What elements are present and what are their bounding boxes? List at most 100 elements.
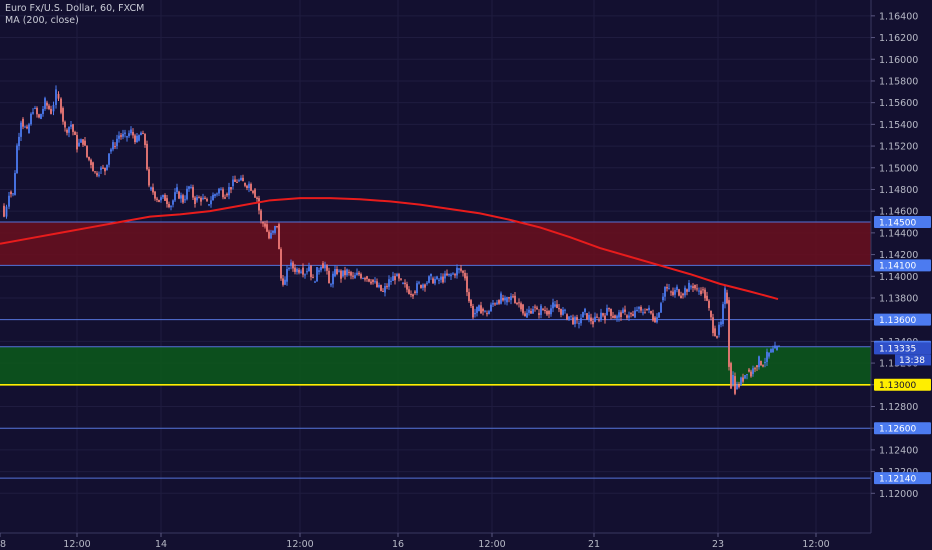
- candle-down: [280, 249, 282, 279]
- candle-up: [338, 270, 340, 272]
- symbol-title[interactable]: Euro Fx/U.S. Dollar, 60, FXCM: [5, 3, 145, 14]
- candle-up: [55, 89, 57, 105]
- candle-up: [770, 349, 772, 353]
- candle-down: [134, 135, 136, 143]
- candle-up: [698, 290, 700, 292]
- candle-up: [318, 270, 320, 272]
- candle-down: [466, 276, 468, 293]
- candle-up: [172, 200, 174, 205]
- candle-up: [184, 199, 186, 201]
- candle-up: [434, 279, 436, 284]
- candle-down: [258, 198, 260, 211]
- candle-up: [24, 126, 26, 128]
- level-price-badge-label: 1.14500: [879, 218, 916, 228]
- candle-up: [180, 195, 182, 199]
- candle-up: [300, 271, 302, 273]
- candle-up: [374, 281, 376, 283]
- candle-down: [560, 308, 562, 315]
- candle-down: [226, 193, 228, 196]
- candle-up: [636, 309, 638, 311]
- candle-up: [416, 283, 418, 294]
- candle-down: [84, 140, 86, 146]
- candle-down: [264, 223, 266, 227]
- candle-down: [680, 295, 682, 299]
- candle-down: [224, 197, 226, 199]
- candle-up: [440, 276, 442, 280]
- candle-down: [518, 302, 520, 304]
- candle-down: [694, 284, 696, 289]
- candle-up: [668, 288, 670, 290]
- candle-up: [752, 368, 754, 374]
- candle-down: [626, 315, 628, 318]
- candle-up: [378, 284, 380, 288]
- candle-up: [688, 282, 690, 292]
- candle-up: [210, 200, 212, 205]
- candle-up: [5, 206, 8, 217]
- candle-up: [20, 122, 22, 137]
- candle-up: [396, 274, 398, 277]
- candle-down: [608, 308, 610, 310]
- candle-down: [94, 171, 96, 173]
- candle-down: [598, 319, 600, 321]
- candle-up: [642, 312, 644, 314]
- candle-down: [534, 306, 536, 308]
- indicator-title[interactable]: MA (200, close): [5, 15, 79, 26]
- candle-down: [276, 226, 278, 228]
- candle-down: [168, 203, 170, 208]
- candle-up: [112, 142, 114, 150]
- candle-up: [52, 104, 55, 112]
- candle-down: [236, 181, 238, 183]
- candle-up: [664, 286, 666, 297]
- candle-up: [220, 189, 222, 191]
- candle-up: [444, 273, 446, 279]
- candle-up: [506, 297, 508, 303]
- candle-up: [108, 153, 110, 165]
- candle-down: [206, 198, 208, 201]
- candle-down: [748, 369, 750, 372]
- candle-down: [646, 308, 648, 311]
- candle-up: [452, 273, 454, 275]
- candle-down: [704, 289, 706, 299]
- candle-up: [582, 311, 584, 318]
- candle-up: [736, 384, 738, 390]
- candle-up: [28, 124, 30, 134]
- price-tick-label: 1.15400: [879, 120, 918, 131]
- price-tick-label: 1.14000: [879, 272, 918, 283]
- candle-up: [174, 192, 176, 201]
- support-price-badge: [874, 378, 931, 391]
- candle-up: [758, 356, 760, 368]
- level-price-badge: [874, 216, 931, 229]
- candle-up: [662, 296, 664, 301]
- time-tick-label: 16: [392, 539, 404, 550]
- price-tick-label: 1.15000: [879, 163, 918, 174]
- candle-down: [480, 305, 482, 314]
- candle-up: [288, 268, 290, 270]
- candle-down: [524, 313, 526, 316]
- level-price-badge-label: 1.13600: [879, 316, 916, 326]
- candle-down: [114, 146, 116, 148]
- price-tick-label: 1.15600: [879, 98, 918, 109]
- candle-down: [250, 184, 252, 191]
- candle-up: [186, 188, 188, 200]
- candle-down: [26, 126, 28, 129]
- candle-up: [170, 206, 172, 208]
- candle-down: [404, 282, 406, 285]
- candle-down: [348, 271, 350, 273]
- time-tick-label: 21: [588, 539, 600, 550]
- candle-up: [568, 316, 570, 320]
- candle-up: [476, 306, 478, 313]
- candle-up: [218, 188, 220, 194]
- candle-up: [766, 351, 768, 362]
- candle-down: [710, 311, 712, 318]
- candle-down: [336, 268, 338, 275]
- candle-down: [3, 205, 5, 217]
- candle-up: [570, 315, 572, 317]
- candle-down: [750, 371, 752, 377]
- candle-up: [362, 278, 364, 280]
- candle-down: [728, 300, 730, 367]
- candle-down: [366, 276, 368, 279]
- candle-down: [686, 289, 688, 292]
- support-zone: [0, 346, 871, 385]
- horizontal-levels: [0, 221, 871, 479]
